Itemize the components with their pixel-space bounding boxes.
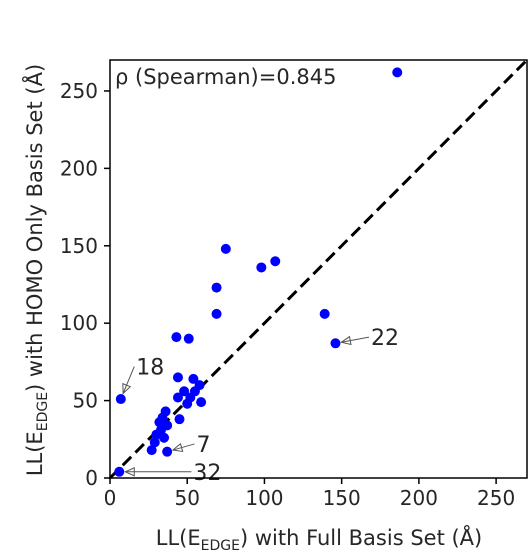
data-point: [330, 338, 341, 349]
data-point: [188, 373, 199, 384]
data-point: [171, 332, 182, 343]
plot-frame: [109, 59, 528, 479]
annotation-arrowhead: [171, 442, 184, 453]
data-point: [256, 262, 267, 273]
annotation-arrowhead: [124, 467, 135, 477]
annotation-label: 32: [193, 461, 221, 486]
y-tick-label: 0: [85, 466, 98, 490]
y-axis-label: LL(EEDGE) with HOMO Only Basis Set (Å): [21, 64, 51, 476]
data-point: [179, 386, 190, 397]
annotation-arrow: [341, 336, 370, 343]
annotation-label: 18: [136, 356, 164, 381]
annotation-label: 7: [196, 433, 210, 458]
data-point: [211, 282, 222, 293]
x-axis-ticks: 0 50 100 150 200 250: [104, 478, 515, 510]
x-tick-label: 100: [245, 486, 283, 510]
data-point: [114, 466, 125, 477]
data-point: [392, 67, 403, 78]
x-tick-label: 0: [104, 486, 117, 510]
data-point: [159, 432, 170, 443]
data-point: [115, 394, 126, 405]
data-point: [172, 392, 183, 403]
data-point: [196, 397, 207, 408]
y-tick-label: 50: [73, 389, 98, 413]
data-point: [146, 445, 157, 456]
annotation-arrow: [172, 443, 195, 451]
data-point: [194, 380, 205, 391]
annotation-arrowhead: [340, 335, 352, 346]
data-points: [114, 67, 403, 477]
y-tick-label: 250: [60, 79, 98, 103]
y-tick-label: 100: [60, 311, 98, 335]
annotation-arrowhead: [122, 382, 132, 395]
y-axis-ticks: 0 50 100 150 200 250: [60, 79, 110, 490]
x-tick-label: 250: [477, 486, 515, 510]
y-tick-label: 150: [60, 234, 98, 258]
data-point: [162, 446, 173, 457]
correlation-label: ρ (Spearman)=0.845: [115, 65, 336, 89]
data-point: [172, 372, 183, 383]
annotation-arrow: [122, 366, 135, 394]
data-point: [162, 420, 173, 431]
data-point: [160, 406, 171, 417]
point-annotations: 18 22 7 32: [122, 326, 399, 486]
identity-reference-line: [108, 58, 529, 480]
data-point: [220, 243, 231, 254]
data-point: [319, 308, 330, 319]
data-point: [183, 333, 194, 344]
x-tick-label: 200: [400, 486, 438, 510]
x-tick-label: 150: [323, 486, 361, 510]
data-point: [211, 308, 222, 319]
x-axis-label: LL(EEDGE) with Full Basis Set (Å): [156, 524, 482, 554]
data-point: [174, 414, 185, 425]
x-tick-label: 50: [174, 486, 199, 510]
data-point: [149, 437, 160, 448]
data-point: [270, 256, 281, 267]
annotation-label: 22: [371, 326, 399, 351]
y-tick-label: 200: [60, 156, 98, 180]
